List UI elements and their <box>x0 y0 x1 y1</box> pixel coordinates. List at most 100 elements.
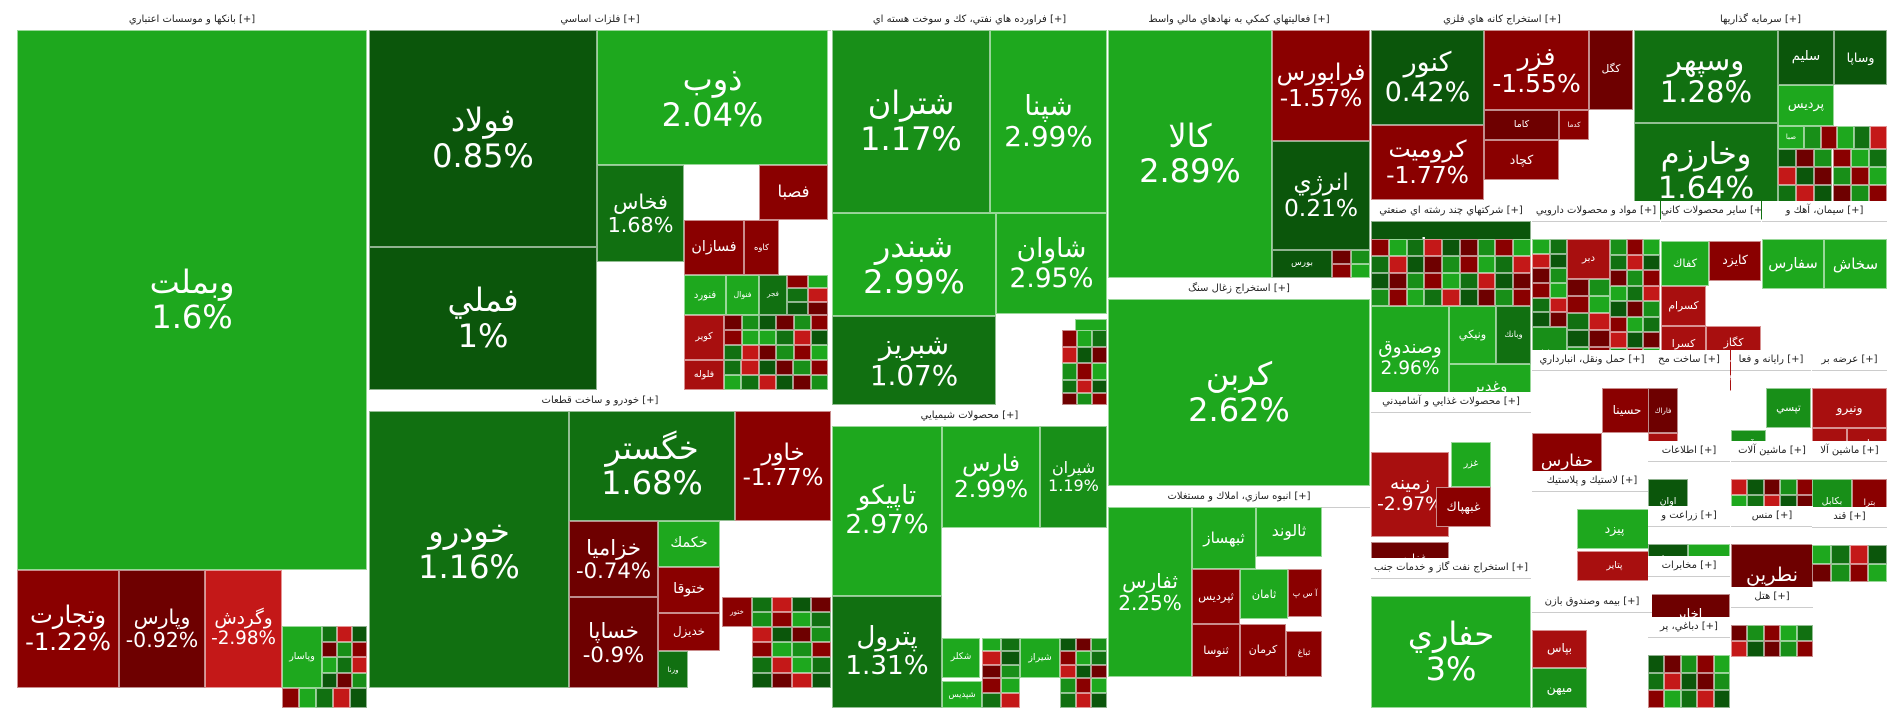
mini-stock-tile[interactable] <box>1697 690 1714 708</box>
mini-stock-tile[interactable] <box>758 360 776 375</box>
stock-tile[interactable]: كروميت -1.77% <box>1371 125 1484 200</box>
mini-stock-tile[interactable] <box>1814 184 1833 203</box>
mini-stock-tile[interactable] <box>1643 239 1660 255</box>
mini-stock-tile[interactable] <box>1001 678 1020 693</box>
stock-tile[interactable]: غبهپاك <box>1436 487 1491 527</box>
mini-stock-tile[interactable] <box>1664 655 1681 673</box>
mini-stock-tile[interactable] <box>752 657 772 673</box>
mini-stock-tile[interactable] <box>1610 239 1627 255</box>
mini-stock-tile[interactable] <box>1424 289 1443 306</box>
mini-stock-tile[interactable] <box>1495 289 1514 306</box>
stock-tile[interactable]: شاوان 2.95% <box>996 213 1107 314</box>
sector-header[interactable]: ساخت مح [+] <box>1648 350 1730 371</box>
mini-stock-tile[interactable] <box>350 688 367 708</box>
sector-header[interactable]: مواد و محصولات دارويي [+] <box>1532 201 1660 222</box>
mini-stock-tile[interactable] <box>759 330 777 345</box>
stock-tile[interactable]: ورنا <box>658 651 688 688</box>
mini-stock-tile[interactable] <box>1820 126 1838 149</box>
mini-stock-tile[interactable] <box>1495 272 1514 290</box>
mini-stock-tile[interactable] <box>316 688 333 708</box>
stock-tile[interactable]: كنور 0.42% <box>1371 30 1484 125</box>
sector-header[interactable]: سرمايه گذاريها [+] <box>1634 10 1887 31</box>
mini-stock-tile[interactable] <box>1406 255 1425 273</box>
mini-stock-tile[interactable] <box>1532 239 1550 254</box>
mini-stock-tile[interactable] <box>1626 254 1644 271</box>
stock-tile[interactable]: خاور -1.77% <box>735 411 831 521</box>
mini-stock-tile[interactable] <box>1513 289 1531 306</box>
sector-header[interactable]: ماشين آلا [+] <box>1812 441 1887 462</box>
stock-tile[interactable]: كسرام <box>1661 286 1706 326</box>
mini-stock-tile[interactable] <box>1092 363 1107 380</box>
stock-tile[interactable]: وبانك <box>1496 306 1531 364</box>
mini-stock-tile[interactable] <box>1424 239 1443 256</box>
mini-stock-tile[interactable] <box>1477 255 1496 273</box>
mini-stock-tile[interactable] <box>741 315 759 330</box>
mini-stock-tile[interactable] <box>1371 289 1389 306</box>
mini-stock-tile[interactable] <box>1588 330 1610 347</box>
mini-stock-tile[interactable] <box>1062 380 1077 393</box>
mini-stock-tile[interactable] <box>1610 270 1627 286</box>
mini-stock-tile[interactable] <box>1001 638 1020 652</box>
mini-stock-tile[interactable] <box>1849 545 1869 564</box>
stock-tile[interactable]: بپاس <box>1532 630 1587 668</box>
mini-stock-tile[interactable] <box>1680 690 1698 708</box>
mini-stock-tile[interactable] <box>1091 678 1107 693</box>
stock-tile[interactable]: تپسي <box>1766 388 1811 428</box>
stock-tile[interactable]: وسپهر 1.28% <box>1634 30 1778 123</box>
mini-stock-tile[interactable] <box>1763 625 1781 641</box>
mini-stock-tile[interactable] <box>1477 289 1496 306</box>
mini-stock-tile[interactable] <box>1424 272 1443 290</box>
mini-stock-tile[interactable] <box>1075 678 1092 693</box>
mini-stock-tile[interactable] <box>982 651 1001 665</box>
mini-stock-tile[interactable] <box>771 627 792 642</box>
stock-tile[interactable]: وپاسار <box>282 626 322 688</box>
mini-stock-tile[interactable] <box>793 360 811 375</box>
mini-stock-tile[interactable] <box>807 288 828 302</box>
mini-stock-tile[interactable] <box>1868 184 1887 203</box>
mini-stock-tile[interactable] <box>1549 283 1567 298</box>
sector-header[interactable]: فراورده هاي نفتي، كك و سوخت هسته اي [+] <box>832 10 1107 31</box>
mini-stock-tile[interactable] <box>1532 312 1550 327</box>
mini-stock-tile[interactable] <box>1388 239 1407 256</box>
mini-stock-tile[interactable] <box>1849 563 1869 582</box>
mini-stock-tile[interactable] <box>1697 655 1714 673</box>
mini-stock-tile[interactable] <box>1814 166 1833 185</box>
stock-tile[interactable]: کاوه <box>744 220 779 275</box>
sector-header[interactable]: بانکها و موسسات اعتباري [+] <box>17 10 367 31</box>
mini-stock-tile[interactable] <box>1626 301 1644 317</box>
mini-stock-tile[interactable] <box>1664 690 1681 708</box>
mini-stock-tile[interactable] <box>776 360 794 375</box>
stock-tile[interactable]: شپنا 2.99% <box>990 30 1107 213</box>
mini-stock-tile[interactable] <box>1780 479 1797 495</box>
mini-stock-tile[interactable] <box>1532 283 1550 298</box>
sector-header[interactable]: لاستيك و پلاستيك [+] <box>1532 471 1652 492</box>
mini-stock-tile[interactable] <box>352 626 367 642</box>
mini-stock-tile[interactable] <box>1747 625 1764 641</box>
stock-tile[interactable]: ذوب 2.04% <box>597 30 828 165</box>
stock-tile[interactable]: خساپا -0.9% <box>569 597 658 688</box>
mini-stock-tile[interactable] <box>1868 166 1887 185</box>
mini-stock-tile[interactable] <box>337 657 352 673</box>
mini-stock-tile[interactable] <box>1388 289 1407 306</box>
mini-stock-tile[interactable] <box>352 657 367 673</box>
mini-stock-tile[interactable] <box>791 612 812 627</box>
mini-stock-tile[interactable] <box>1567 313 1589 330</box>
mini-stock-tile[interactable] <box>776 330 794 345</box>
sector-header[interactable]: محصولات شيميايي [+] <box>832 406 1107 427</box>
stock-tile[interactable]: آ س پ <box>1288 569 1322 617</box>
stock-tile[interactable]: شكلر <box>942 638 980 678</box>
sector-header[interactable]: حمل ونقل، انبارداري [+] <box>1532 350 1652 371</box>
mini-stock-tile[interactable] <box>771 612 792 627</box>
mini-stock-tile[interactable] <box>1513 272 1531 290</box>
mini-stock-tile[interactable] <box>772 642 792 658</box>
mini-stock-tile[interactable] <box>1567 330 1589 347</box>
stock-tile[interactable]: ونيكي <box>1449 306 1496 364</box>
mini-stock-tile[interactable] <box>1763 641 1781 657</box>
mini-stock-tile[interactable] <box>1643 301 1660 317</box>
mini-stock-tile[interactable] <box>752 612 772 627</box>
mini-stock-tile[interactable] <box>1850 166 1869 185</box>
mini-stock-tile[interactable] <box>1406 272 1425 290</box>
stock-tile[interactable]: فاراك <box>1648 388 1678 433</box>
mini-stock-tile[interactable] <box>1060 638 1076 652</box>
mini-stock-tile[interactable] <box>1643 270 1660 286</box>
